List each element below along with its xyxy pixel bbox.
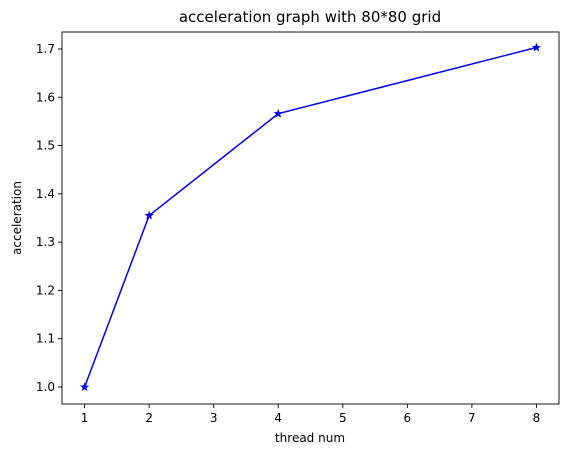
data-point-star bbox=[531, 42, 542, 52]
data-point-star bbox=[79, 382, 90, 391]
y-tick-label: 1.7 bbox=[36, 42, 55, 56]
x-axis-ticks: 1 2 3 4 5 6 7 8 bbox=[81, 404, 540, 425]
y-tick-label: 1.3 bbox=[36, 235, 55, 249]
y-axis-label: acceleration bbox=[10, 181, 24, 255]
x-tick-label: 7 bbox=[468, 411, 476, 425]
x-tick-label: 6 bbox=[403, 411, 411, 425]
y-tick-label: 1.6 bbox=[36, 90, 55, 104]
x-tick-label: 4 bbox=[274, 411, 282, 425]
plot-area-frame bbox=[61, 31, 560, 405]
x-tick-label: 8 bbox=[533, 411, 541, 425]
y-tick-label: 1.0 bbox=[36, 380, 55, 394]
y-tick-label: 1.2 bbox=[36, 283, 55, 297]
y-axis-ticks: 1.0 1.1 1.2 1.3 1.4 1.5 1.6 1.7 bbox=[36, 42, 62, 394]
x-tick-label: 1 bbox=[81, 411, 89, 425]
x-tick-label: 2 bbox=[145, 411, 153, 425]
y-tick-label: 1.4 bbox=[36, 187, 55, 201]
series-layer bbox=[79, 42, 542, 391]
x-tick-label: 5 bbox=[339, 411, 347, 425]
y-tick-label: 1.1 bbox=[36, 332, 55, 346]
data-point-star bbox=[144, 210, 154, 220]
y-tick-label: 1.5 bbox=[36, 139, 55, 153]
x-tick-label: 3 bbox=[210, 411, 218, 425]
x-axis-label: thread num bbox=[275, 431, 345, 445]
chart-title: acceleration graph with 80*80 grid bbox=[179, 8, 441, 26]
series-line bbox=[83, 46, 537, 388]
data-point-star bbox=[273, 108, 283, 118]
